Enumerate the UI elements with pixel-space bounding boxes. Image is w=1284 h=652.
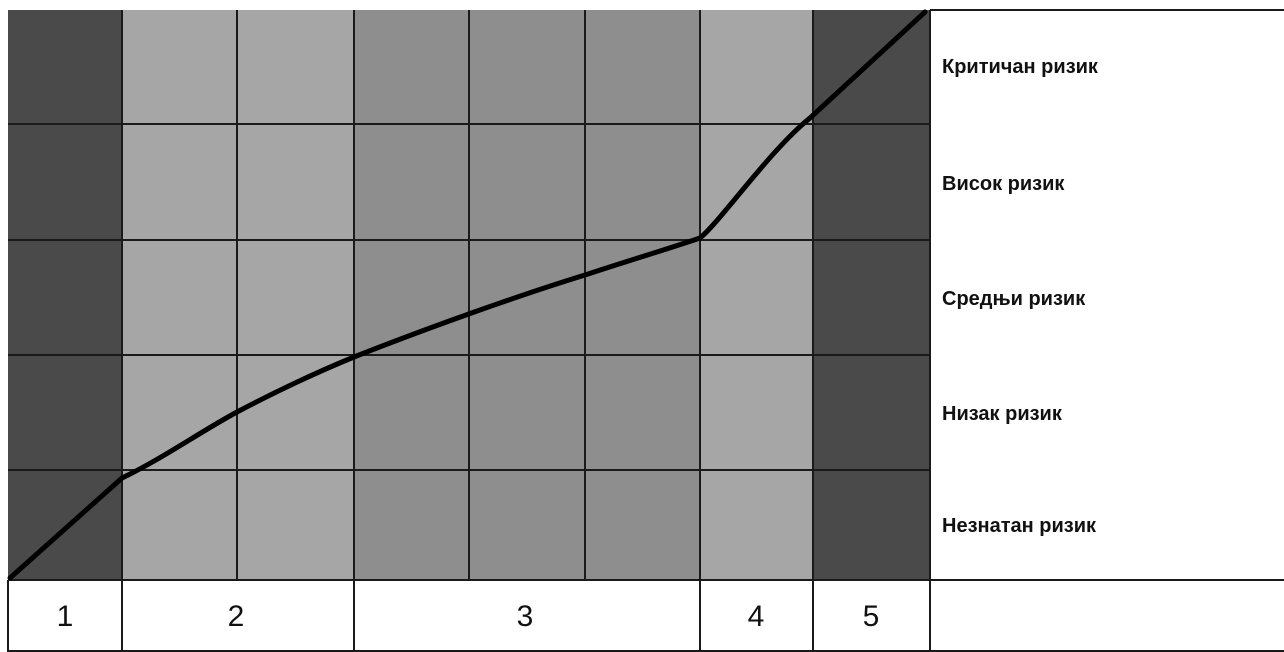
risk-label-column: Критичан ризик Висок ризик Средњи ризик … — [930, 9, 1284, 652]
zone-label-4: 4 — [748, 600, 765, 633]
risk-label-negligible: Незнатан ризик — [942, 515, 1097, 537]
zone-number-row: 1 2 3 4 5 — [8, 580, 1284, 652]
risk-label-column-background — [930, 10, 1284, 652]
zone-label-2: 2 — [228, 600, 245, 633]
zone-label-1: 1 — [57, 600, 74, 633]
zone-5-background — [813, 10, 930, 580]
risk-label-critical: Критичан ризик — [942, 56, 1099, 78]
zone-label-5: 5 — [863, 600, 880, 633]
risk-label-high: Висок ризик — [942, 173, 1065, 195]
risk-curve — [7, 9, 928, 581]
zone-label-3: 3 — [517, 600, 534, 633]
zone-4-background — [700, 10, 813, 580]
risk-label-medium: Средњи ризик — [942, 288, 1086, 310]
structural-borders — [7, 10, 1284, 652]
zone-number-row-background — [8, 580, 1284, 652]
zone-1-background — [8, 10, 122, 580]
risk-label-low: Низак ризик — [942, 403, 1063, 425]
